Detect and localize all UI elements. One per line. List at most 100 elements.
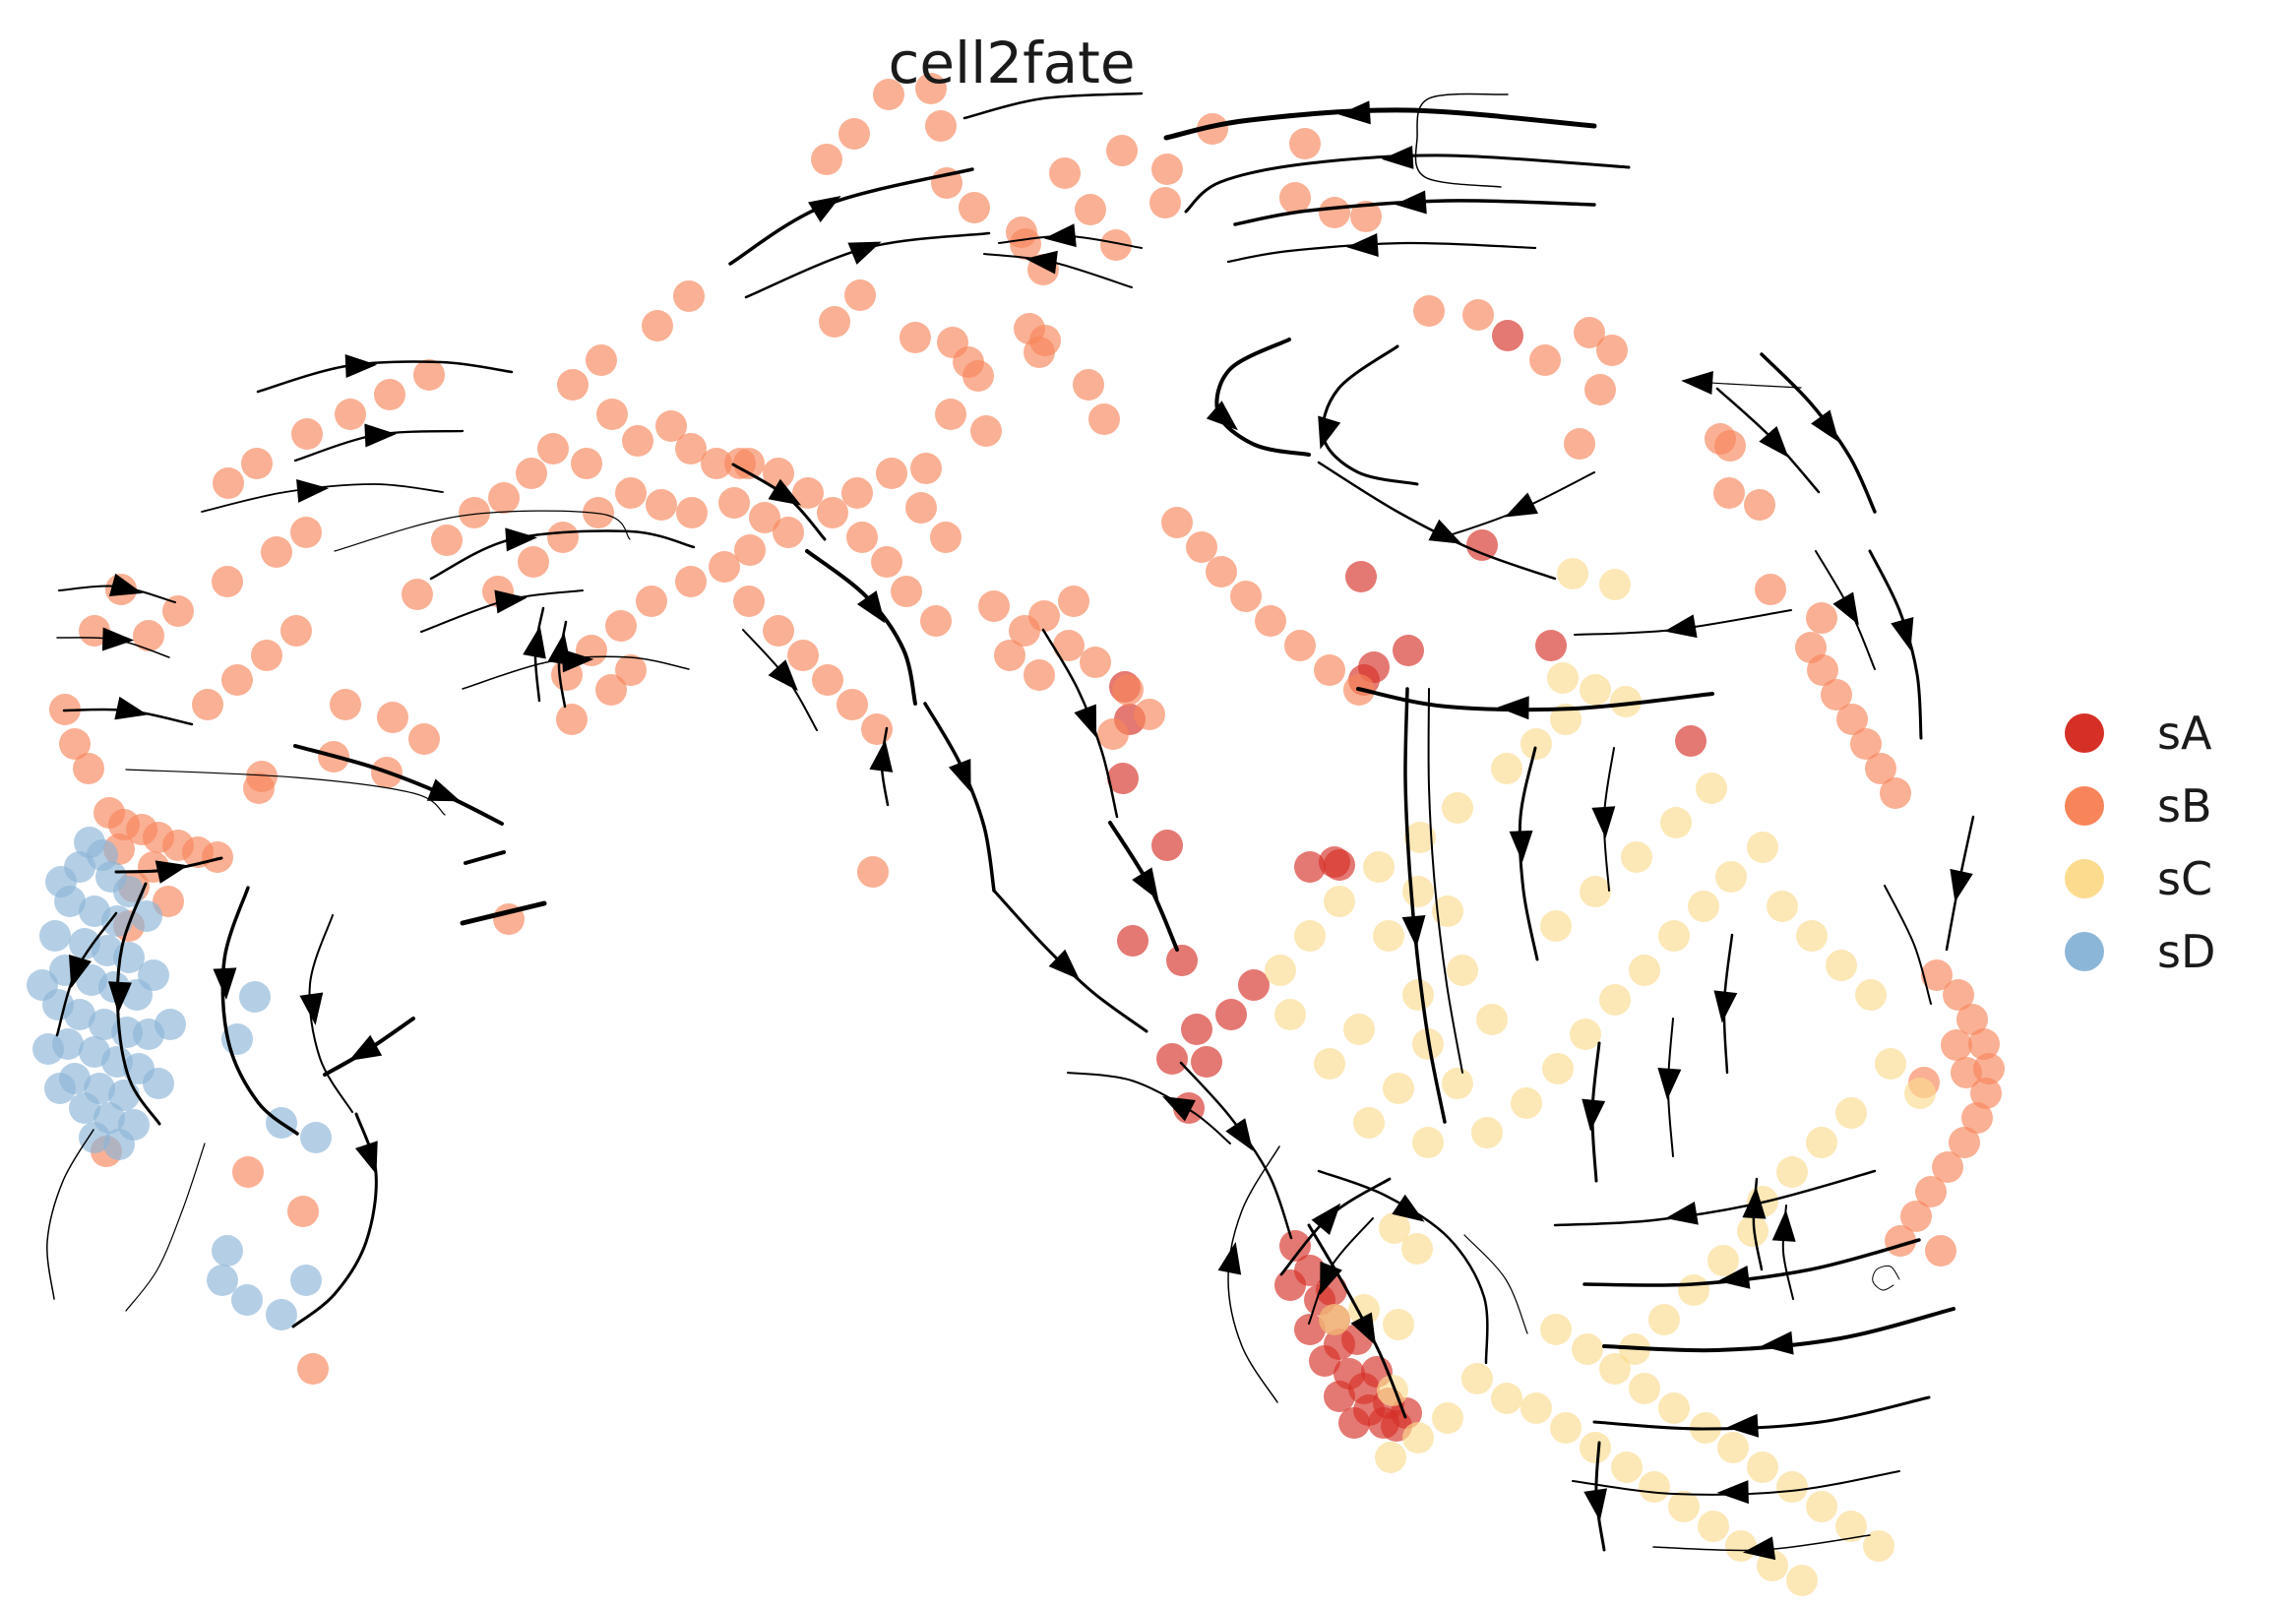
stream-arrowhead-icon (523, 625, 546, 659)
legend-label-sD: sD (2157, 925, 2215, 978)
stream-arrowhead-icon (768, 478, 802, 506)
streamline-path (256, 360, 514, 394)
cell-point (1442, 792, 1473, 824)
cell-point (1648, 1304, 1680, 1335)
cell-point (1238, 969, 1270, 1001)
cell-point (1149, 187, 1181, 218)
cell-point (1279, 1230, 1311, 1262)
stream-arrowhead-icon (1583, 1488, 1608, 1521)
cell-point (1289, 128, 1321, 159)
cell-point (1904, 1078, 1936, 1109)
cell-point (162, 595, 194, 627)
cell-point (1377, 1375, 1408, 1406)
streamline-path (201, 483, 444, 513)
cell-point (290, 517, 322, 548)
cell-point (280, 615, 312, 647)
cell-point (861, 713, 893, 745)
stream-arrowhead-icon (1716, 1480, 1749, 1505)
cell-point (1737, 1215, 1769, 1247)
streamline-path (1317, 461, 1557, 581)
cell-point (1658, 920, 1690, 952)
cell-point (1629, 1373, 1660, 1404)
cell-point (1379, 1212, 1410, 1244)
stream-arrowhead-icon (68, 955, 92, 989)
stream-arrowhead-icon (1225, 1118, 1253, 1151)
cell-point (1471, 1117, 1503, 1148)
cell-point (1401, 1233, 1433, 1265)
cell-point (673, 280, 705, 312)
cell-point (596, 399, 628, 430)
cell-point (1599, 1353, 1631, 1385)
stream-arrowhead-icon (1401, 915, 1426, 948)
cell-point (1338, 1407, 1370, 1439)
cell-point (1949, 1127, 1980, 1158)
stream-arrowhead-icon (1761, 1330, 1794, 1355)
cell-point (846, 522, 878, 553)
legend-item-sB: sB (2065, 779, 2212, 833)
cell-point (1491, 753, 1522, 784)
cell-point (844, 279, 876, 311)
cell-point (1373, 920, 1404, 952)
streamline-path (1227, 1145, 1280, 1403)
cell-point (261, 536, 292, 568)
cell-point (1324, 886, 1355, 917)
cell-point (1279, 182, 1311, 214)
cell-point (1880, 777, 1911, 809)
cell-point (1404, 822, 1436, 853)
stream-arrowhead-icon (856, 590, 886, 624)
cell-point (642, 310, 673, 341)
cell-point (1166, 945, 1198, 976)
cell-point (930, 522, 962, 553)
cell-point (1675, 725, 1706, 757)
cell-point (192, 689, 223, 720)
streamline-path (1163, 107, 1597, 141)
stream-arrowhead-icon (1320, 1261, 1342, 1296)
stream-arrowhead-icon (107, 981, 132, 1014)
stream-arrowhead-icon (1497, 696, 1529, 720)
stream-arrowhead-icon (1392, 1194, 1425, 1222)
cell-point (1309, 1345, 1340, 1377)
cell-point (1806, 1127, 1837, 1158)
cell-point (891, 576, 922, 607)
cell-point (241, 448, 273, 479)
cell-point (291, 418, 323, 450)
cell-point (1826, 950, 1857, 981)
stream-arrowhead-icon (1206, 401, 1238, 431)
stream-arrowhead-icon (1713, 990, 1738, 1023)
cell-point (113, 876, 145, 907)
legend-item-sA: sA (2065, 707, 2212, 760)
cell-point (1117, 925, 1148, 957)
stream-arrowhead-icon (1681, 371, 1713, 395)
cell-point (1106, 135, 1138, 166)
cell-point (655, 410, 687, 442)
stream-arrowhead-icon (561, 649, 594, 673)
cell-point (1599, 569, 1631, 600)
cell-point (1714, 430, 1746, 462)
cell-point (1206, 556, 1237, 587)
cell-point (1151, 830, 1183, 861)
stream-arrowhead-icon (768, 659, 798, 692)
cell-point (1580, 674, 1611, 706)
streamline-path (1179, 1061, 1293, 1240)
cell-point (243, 773, 275, 804)
streamline-path (464, 850, 506, 865)
streamline-path (1321, 344, 1419, 486)
cell-point (1383, 1073, 1414, 1104)
cell-point (488, 482, 520, 514)
cell-point (1274, 1269, 1306, 1301)
stream-arrowhead-icon (296, 478, 330, 503)
cell-point (1391, 1397, 1422, 1429)
legend-swatch-sB-icon (2065, 786, 2104, 826)
cell-point (1073, 369, 1104, 401)
cell-point (1402, 1422, 1434, 1453)
cell-point (595, 674, 627, 706)
cell-point (1688, 891, 1719, 922)
cell-point (44, 1073, 76, 1104)
cell-point (873, 79, 904, 110)
cell-point (1599, 984, 1631, 1016)
scatter-layer (27, 73, 2005, 1596)
cell-point (1550, 704, 1582, 735)
cell-point (266, 1299, 297, 1330)
cell-point (837, 689, 868, 720)
cell-point (1757, 1550, 1788, 1581)
